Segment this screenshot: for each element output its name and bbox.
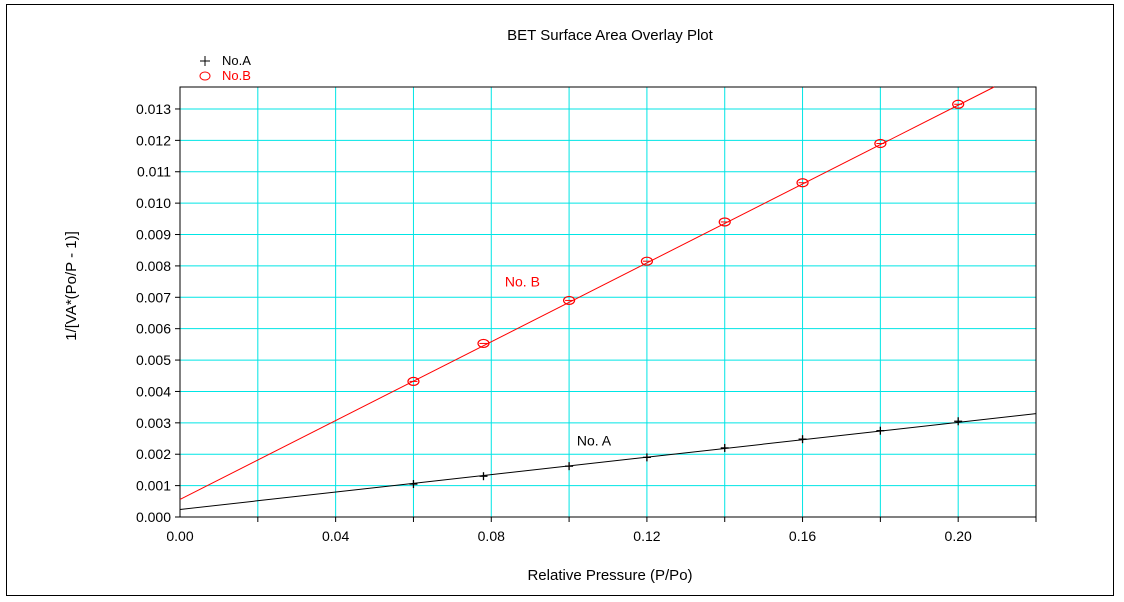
point-no-b	[562, 295, 576, 306]
point-no-b	[952, 99, 965, 109]
series-annotations: No. A No. B	[505, 273, 612, 448]
point-no-b	[407, 376, 420, 387]
y-tick-label: 0.011	[137, 164, 171, 180]
legend-item-no-b: No.B	[199, 68, 251, 83]
legend: No.A No.B	[199, 53, 251, 83]
point-no-a	[479, 472, 488, 481]
x-tick-label: 0.04	[322, 528, 349, 544]
fit-line-series-2	[179, 86, 995, 500]
grid	[180, 87, 1036, 517]
point-no-b	[874, 138, 887, 149]
point-no-a	[409, 480, 418, 489]
plot-area	[179, 86, 1037, 518]
y-tick-label: 0.009	[136, 227, 171, 243]
point-no-a	[798, 435, 807, 444]
y-tick-label: 0.004	[136, 383, 171, 399]
point-no-b	[796, 178, 809, 188]
point-no-b-ring	[796, 178, 809, 188]
y-tick-label: 0.007	[136, 289, 171, 305]
y-tick-label: 0.012	[136, 132, 171, 148]
point-no-a	[876, 426, 885, 435]
point-no-b-ring	[874, 138, 887, 149]
data-points	[407, 99, 965, 489]
fit-lines	[179, 86, 1037, 510]
fit-line-series-1	[179, 413, 1037, 510]
x-tick-label: 0.08	[478, 528, 505, 544]
y-tick-label: 0.013	[136, 101, 171, 117]
y-axis-label: 1/[VA*(Po/P - 1)]	[63, 231, 80, 341]
point-no-b	[718, 217, 731, 227]
legend-label-no-a: No.A	[222, 53, 251, 68]
x-tick-label: 0.12	[633, 528, 660, 544]
y-tick-label: 0.000	[136, 509, 171, 525]
point-no-b	[477, 338, 490, 349]
y-tick-label: 0.002	[136, 446, 171, 462]
y-tick-label: 0.008	[136, 258, 171, 274]
chart-frame	[6, 4, 1114, 596]
legend-item-no-a: No.A	[200, 53, 251, 68]
x-axis: 0.00 0.04 0.08 0.12 0.16 0.20	[166, 517, 1037, 544]
point-no-b-ring	[718, 217, 731, 227]
annotation-series-2: No. B	[505, 273, 540, 289]
y-tick-label: 0.001	[136, 478, 171, 494]
point-no-b-ring	[952, 99, 965, 109]
x-axis-label: Relative Pressure (P/Po)	[527, 567, 692, 584]
x-tick-label: 0.00	[166, 528, 193, 544]
y-tick-label: 0.003	[136, 415, 171, 431]
point-no-b-ring	[640, 256, 654, 266]
x-tick-label: 0.16	[789, 528, 816, 544]
point-no-a	[954, 417, 963, 426]
y-axis: 0.000 0.001 0.002 0.003 0.004 0.005 0.006 0.007…	[136, 101, 180, 525]
y-tick-label: 0.010	[136, 195, 171, 211]
annotation-series-1: No. A	[577, 432, 612, 448]
x-tick-label: 0.20	[945, 528, 972, 544]
legend-label-no-b: No.B	[222, 68, 251, 83]
point-no-b-ring	[477, 338, 490, 349]
y-tick-label: 0.006	[136, 321, 171, 337]
point-no-a	[565, 462, 574, 471]
point-no-a	[642, 453, 651, 462]
point-no-b-ring	[407, 376, 420, 387]
y-tick-label: 0.005	[136, 352, 171, 368]
point-no-a	[720, 443, 729, 452]
point-no-b-ring	[562, 295, 576, 306]
point-no-b	[640, 256, 654, 266]
chart-title: BET Surface Area Overlay Plot	[507, 27, 713, 44]
